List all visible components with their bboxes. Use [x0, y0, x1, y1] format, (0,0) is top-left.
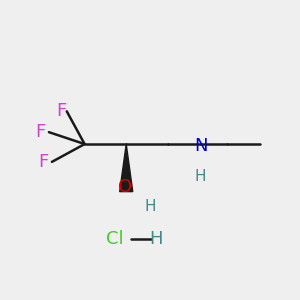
Text: F: F — [39, 153, 49, 171]
Text: H: H — [149, 230, 163, 248]
Text: N: N — [194, 136, 207, 154]
Text: H: H — [195, 169, 206, 184]
Text: F: F — [56, 102, 67, 120]
Text: H: H — [144, 199, 156, 214]
Text: F: F — [36, 123, 46, 141]
Polygon shape — [120, 144, 133, 192]
Text: O: O — [118, 178, 132, 196]
Text: Cl: Cl — [106, 230, 123, 248]
